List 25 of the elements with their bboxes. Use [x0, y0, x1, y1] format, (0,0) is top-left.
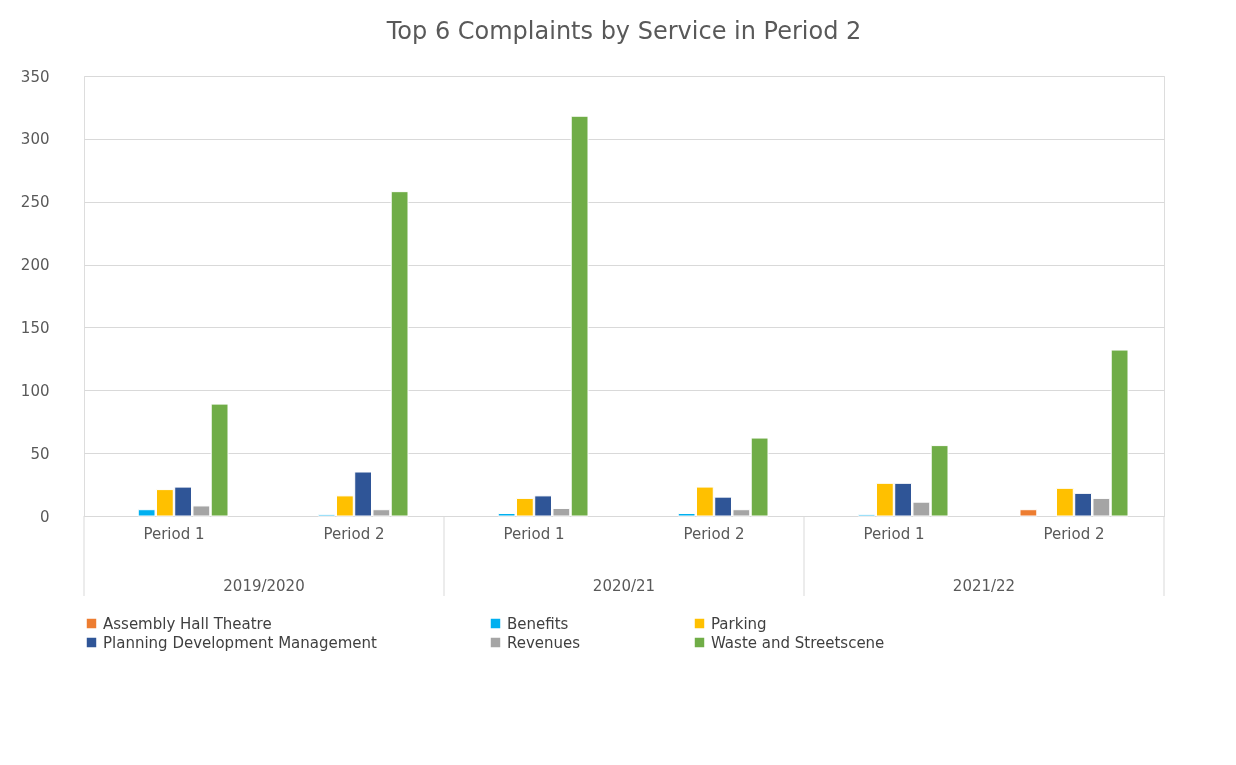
legend-label: Planning Development Management — [103, 633, 378, 652]
legend-label: Assembly Hall Theatre — [103, 614, 272, 633]
legend-label: Waste and Streetscene — [711, 633, 885, 652]
text: 2020/21 — [592, 577, 656, 595]
text: 2021/22 — [952, 577, 1016, 595]
x-tick-label: Period 2 — [1043, 524, 1105, 543]
chart-title: Top 6 Complaints by Service in Period 2 — [385, 17, 862, 45]
text: 2019/2020 — [223, 577, 305, 595]
x-tick-label: Period 1 — [863, 524, 925, 543]
x-tick-label: Period 1 — [143, 524, 205, 543]
y-tick-label: 250 — [20, 193, 50, 212]
bar — [1019, 509, 1038, 517]
y-tick-label: 350 — [20, 67, 50, 86]
legend-label: Revenues — [507, 633, 581, 652]
y-tick-label: 150 — [20, 318, 50, 337]
y-tick-label: 0 — [39, 507, 50, 526]
x-tick-label: Period 2 — [323, 524, 385, 543]
y-tick-label: 300 — [20, 130, 50, 149]
y-tick-label: 50 — [30, 444, 50, 463]
x-tick-label: Period 1 — [503, 524, 565, 543]
legend-label: Parking — [711, 614, 767, 633]
y-tick-label: 100 — [20, 381, 50, 400]
legend-label: Benefits — [507, 614, 569, 633]
y-tick-label: 200 — [20, 256, 50, 275]
x-tick-label: Period 2 — [683, 524, 745, 543]
